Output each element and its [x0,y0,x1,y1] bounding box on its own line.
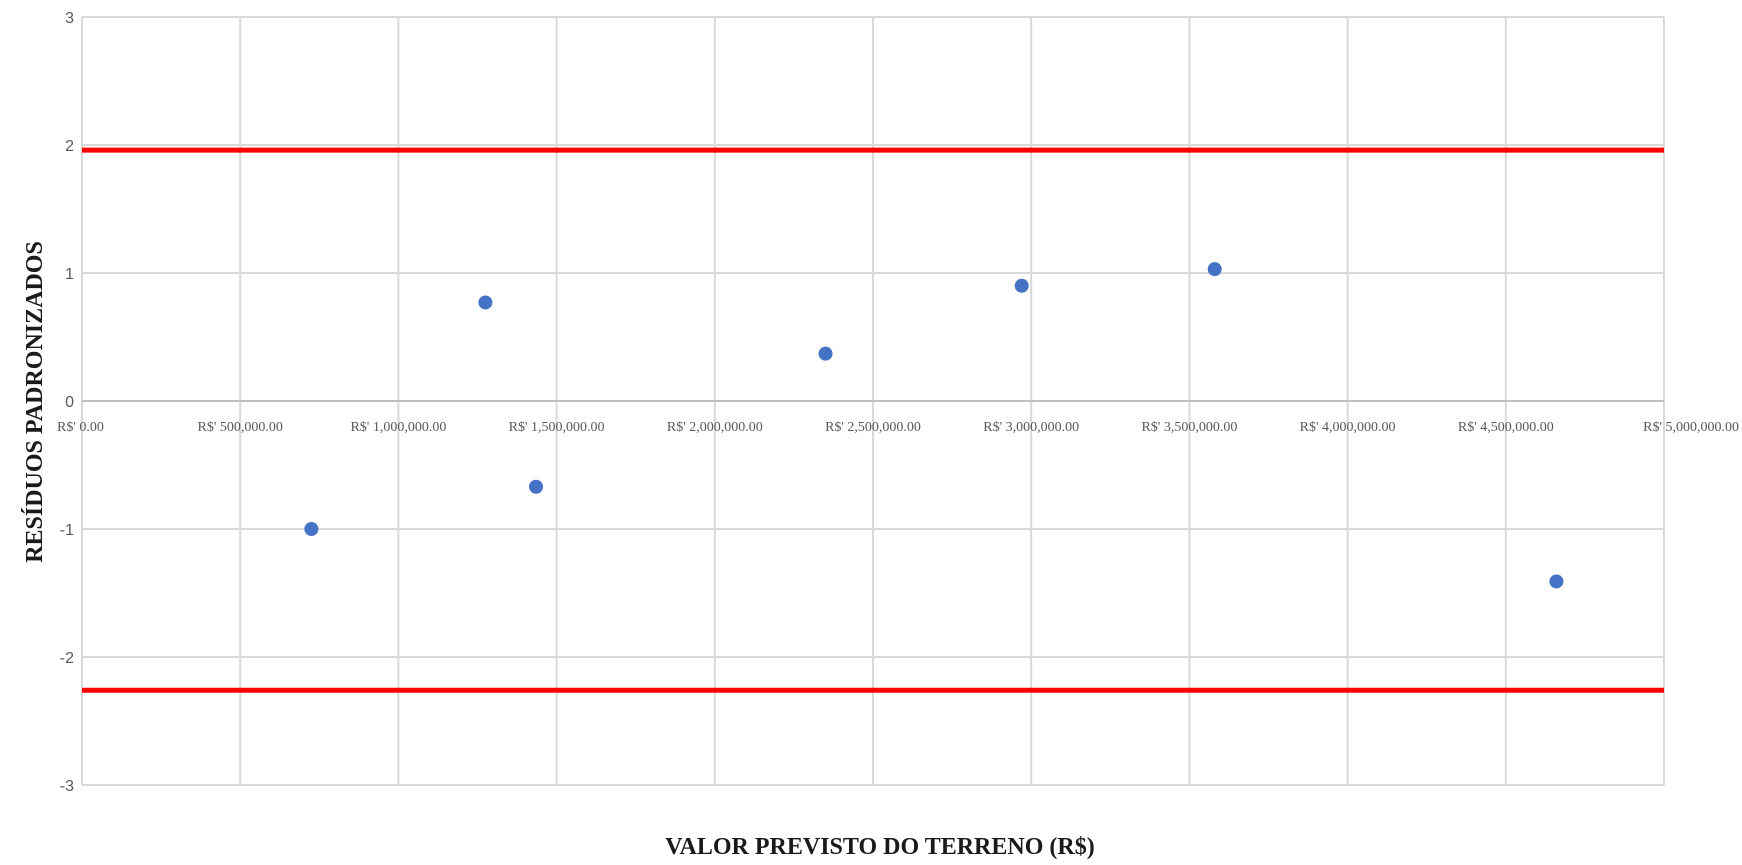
x-tick-label: R$' 1,000,000.00 [350,420,446,435]
y-tick-label: 2 [65,138,74,155]
x-tick-label: R$' 2,500,000.00 [825,420,921,435]
x-tick-label: R$' 0.00 [57,420,104,435]
x-tick-label: R$' 4,000,000.00 [1300,420,1396,435]
x-tick-labels: R$' 0.00 R$' 500,000.00 R$' 1,000,000.00 R$… [57,420,1739,435]
x-tick-label: R$' 5,000,000.00 [1643,420,1739,435]
y-axis-title: RESÍDUOS PADRONIZADOS [22,241,48,563]
x-tick-label: R$' 2,000,000.00 [667,420,763,435]
x-tick-label: R$' 3,000,000.00 [983,420,1079,435]
y-tick-label: -2 [60,650,74,667]
data-points [304,262,1564,589]
x-tick-label: R$' 4,500,000.00 [1458,420,1554,435]
y-tick-label: -3 [60,778,74,795]
y-tick-label: -1 [60,522,74,539]
data-point [1207,262,1222,277]
grid-lines [81,16,1665,786]
x-tick-label: R$' 1,500,000.00 [509,420,605,435]
data-point [478,295,493,310]
x-tick-label: R$' 3,500,000.00 [1141,420,1237,435]
data-point [529,479,544,494]
y-tick-label: 1 [65,266,74,283]
reference-lines [82,147,1664,693]
y-tick-label: 3 [65,10,74,27]
data-point [818,346,833,361]
data-point [1014,278,1029,293]
y-tick-labels: 3 2 1 0 -1 -2 -3 [60,10,74,795]
data-point [304,522,319,536]
y-tick-label: 0 [65,394,74,411]
x-tick-label: R$' 500,000.00 [198,420,283,435]
data-point [1549,574,1564,589]
x-axis-title: VALOR PREVISTO DO TERRENO (R$) [665,834,1094,860]
